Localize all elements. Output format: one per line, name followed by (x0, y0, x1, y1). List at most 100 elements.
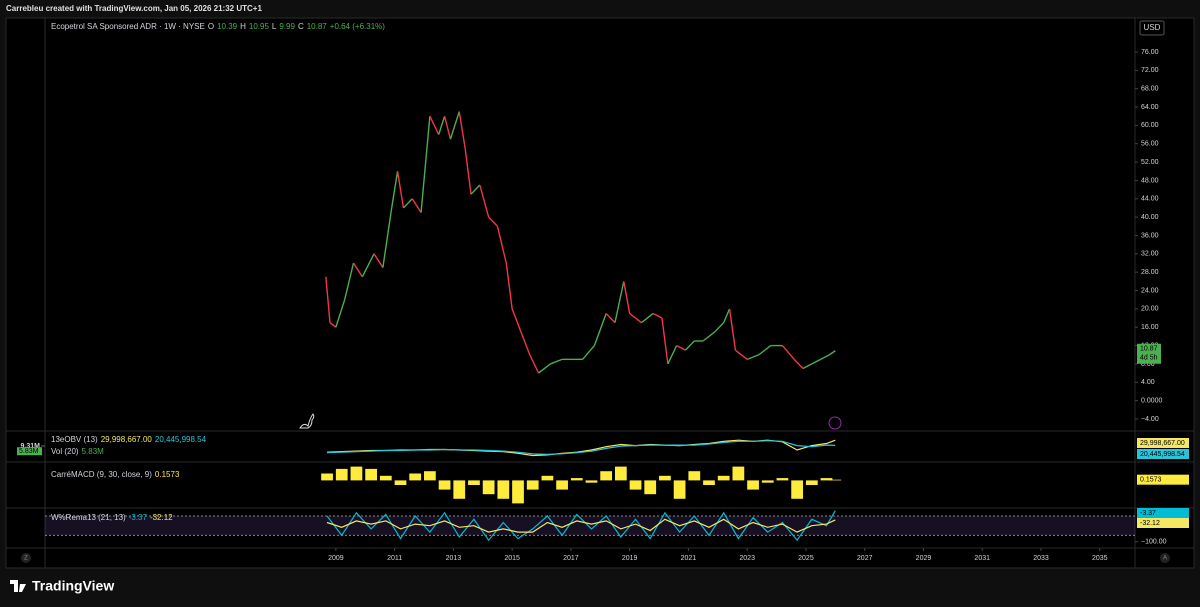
x-tick-label: 2035 (1092, 555, 1108, 562)
price-segment (728, 308, 737, 351)
y-tick-label: 64.00 (1141, 104, 1159, 111)
price-tag-label: 20,445,998.54 (1140, 451, 1185, 458)
price-segment (396, 171, 405, 209)
price-segment (343, 262, 355, 300)
price-segment (614, 281, 625, 323)
event-icon[interactable] (828, 416, 842, 430)
histogram-bar (791, 480, 804, 499)
ohlc-key: L (272, 22, 277, 31)
histogram-bar (820, 478, 833, 481)
ohlc-value: 10.95 (249, 22, 270, 31)
price-segment (329, 322, 337, 328)
indicator-value: 5.83M (82, 447, 105, 456)
y-tick-label: 28.00 (1141, 269, 1159, 276)
price-segment (746, 354, 760, 360)
indicator-value: 20,445,998.54 (155, 435, 207, 444)
y-tick-label: 76.00 (1141, 49, 1159, 56)
price-tag (1137, 518, 1189, 528)
axis-button[interactable]: A (1163, 556, 1167, 562)
histogram-bar (468, 480, 480, 485)
histogram-bar (829, 479, 842, 481)
last-price-label: 10.87 (1140, 346, 1158, 353)
x-tick-label: 2027 (857, 555, 873, 562)
price-segment (505, 262, 513, 309)
y-tick-label: 44.00 (1141, 196, 1159, 203)
histogram-bar (335, 468, 348, 481)
histogram-bar (541, 475, 554, 481)
button[interactable] (1160, 553, 1170, 563)
y-tick-label: 8.00 (1141, 361, 1155, 368)
x-tick-label: 2013 (446, 555, 462, 562)
histogram-bar (526, 480, 539, 490)
y-tick-label: 16.00 (1141, 324, 1159, 331)
price-segment (811, 358, 821, 365)
currency[interactable]: USD (1144, 23, 1161, 32)
price-segment (496, 226, 507, 264)
histogram-bar (805, 480, 818, 485)
price-segment (735, 349, 748, 360)
symbol-title: Ecopetrol SA Sponsored ADR · 1W · NYSE (51, 22, 205, 31)
currency-box[interactable] (1139, 20, 1165, 36)
price-segment (758, 345, 772, 356)
histogram-bar (614, 466, 627, 481)
legend: 13eOBV (13) 29,998,667.00 20,445,998.54 (51, 435, 207, 444)
indicator-title: W%Rema13 (21, 13) (51, 513, 126, 522)
histogram-bar (688, 471, 701, 481)
histogram-bar (453, 480, 466, 499)
price-segment (449, 111, 460, 140)
price-segment (470, 184, 481, 195)
price-segment (411, 198, 422, 213)
price-tag (1137, 449, 1189, 459)
price-segment (488, 216, 498, 227)
y-tick-label: 0.0000 (1141, 397, 1163, 404)
y-tick-label: 32.00 (1141, 251, 1159, 258)
price-segment (429, 115, 440, 135)
indicator-value: -3.37 (129, 513, 148, 522)
y-tick-label: 4.00 (1141, 379, 1155, 386)
x-tick-label: 2011 (387, 555, 402, 562)
ohlc-key: C (298, 22, 304, 31)
indicator-value: 29,998,667.00 (101, 435, 153, 444)
indicator-value: -32.12 (150, 513, 173, 522)
legend: Vol (20) 5.83M (51, 447, 104, 456)
legend: Ecopetrol SA Sponsored ADR · 1W · NYSE O 1… (51, 22, 385, 31)
y-tick-label: 48.00 (1141, 177, 1159, 184)
chart-area (5, 17, 1195, 569)
price-segment (793, 358, 804, 370)
y-tick-label: 68.00 (1141, 85, 1159, 92)
histogram-bar (350, 466, 363, 481)
price-segment (529, 354, 540, 374)
price-segment (352, 262, 363, 278)
price-segment (623, 281, 631, 314)
price-segment (661, 317, 669, 365)
last-price-tag (1137, 343, 1161, 364)
histogram-bar (644, 480, 657, 495)
indicator-title: 13eOBV (13) (51, 435, 98, 444)
x-tick-label: 2029 (916, 555, 932, 562)
price-segment (420, 116, 431, 213)
price-segment (390, 171, 399, 209)
price-segment (829, 350, 836, 356)
price-segment (667, 345, 678, 365)
ohlc-value: 10.87 (307, 22, 328, 31)
price-segment (605, 312, 616, 324)
volume-tag-label: 5.83M (19, 448, 39, 455)
button[interactable] (21, 553, 31, 563)
header: Carrebleu created with TradingView.com, … (6, 4, 262, 13)
price-segment (402, 198, 413, 209)
histogram-bar (629, 480, 642, 490)
histogram-bar (438, 480, 451, 490)
legend: CarréMACD (9, 30, close, 9) 0.1573 (51, 470, 180, 479)
y-tick-label: 72.00 (1141, 67, 1159, 74)
histogram-bar (482, 480, 495, 495)
price-segment (582, 345, 595, 360)
histogram-bar (365, 468, 377, 481)
axis-button[interactable]: Z (24, 556, 28, 562)
histogram-bar (717, 475, 730, 481)
x-tick-label: 2015 (504, 555, 520, 562)
histogram-bar (703, 480, 715, 485)
price-segment (520, 331, 531, 356)
price-segment (640, 312, 654, 324)
x-tick-label: 2021 (681, 555, 697, 562)
series-line (326, 510, 836, 542)
